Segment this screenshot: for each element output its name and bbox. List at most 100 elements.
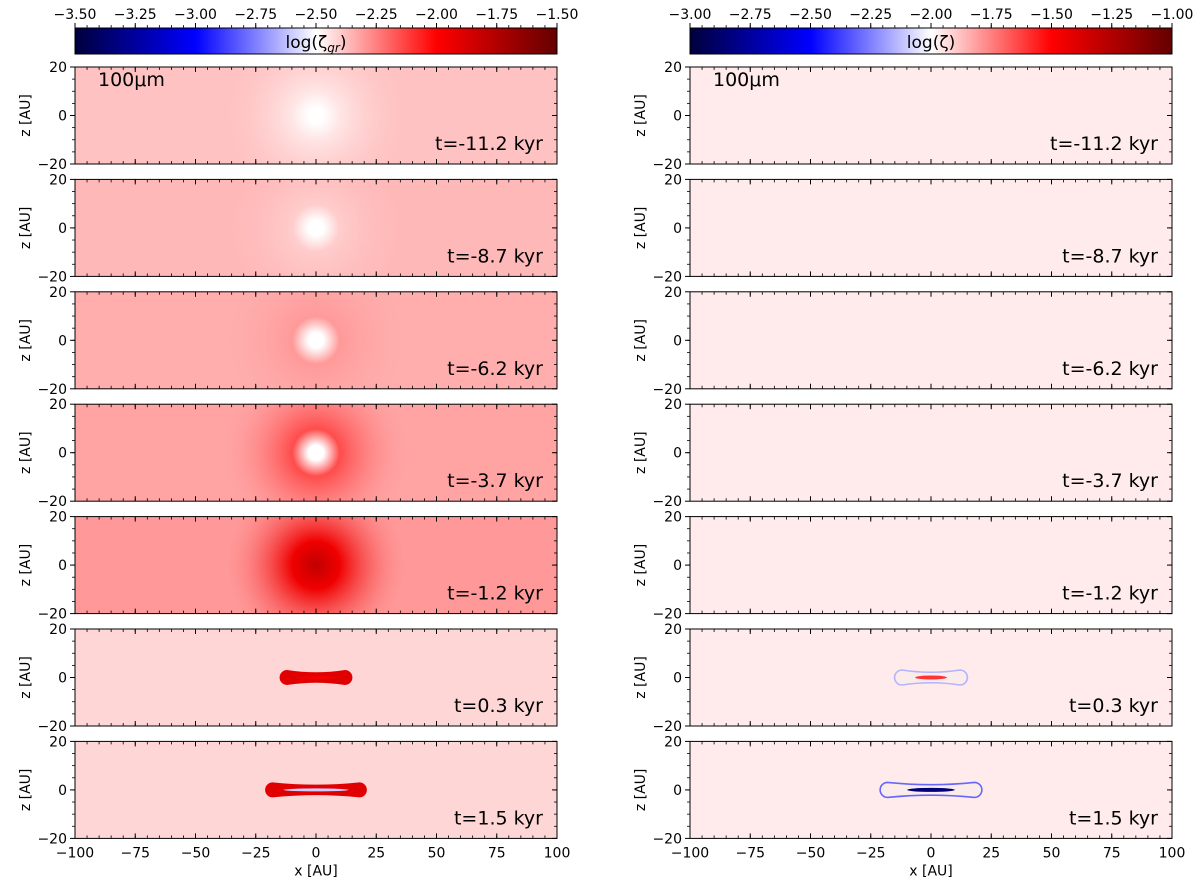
- colorbar-label: log(ζgr): [286, 33, 347, 55]
- heatmap-background: [690, 404, 1172, 502]
- y-tick-label: 0: [673, 783, 682, 799]
- panel-left: −3.50 −3.25 −3.00 −2.75 −2.50 −2.25 −2.00 −1.75…: [18, 7, 578, 879]
- y-tick-label: 0: [58, 671, 67, 687]
- grain-depletion-core: [221, 404, 411, 502]
- time-label: t=-3.7 kyr: [1062, 470, 1158, 492]
- y-tick-label: 20: [49, 60, 67, 76]
- time-label: t=-8.7 kyr: [1062, 245, 1158, 267]
- colorbar-tick-label: −3.25: [114, 7, 157, 23]
- colorbar-tick-label: −3.00: [669, 7, 712, 23]
- time-label: t=-11.2 kyr: [1050, 133, 1158, 155]
- x-tick-label: 50: [428, 845, 446, 861]
- colorbar-tick-label: −2.25: [355, 7, 398, 23]
- colorbar-tick-label: −2.75: [234, 7, 277, 23]
- time-label: t=0.3 kyr: [1069, 695, 1158, 717]
- y-axis-label: z [AU]: [18, 207, 34, 250]
- y-tick-label: −20: [652, 719, 682, 735]
- disk-midplane: [283, 788, 349, 792]
- y-tick-label: 20: [664, 397, 682, 413]
- time-label: t=-1.2 kyr: [447, 583, 543, 605]
- x-tick-label: −75: [735, 845, 765, 861]
- y-tick-label: 20: [664, 622, 682, 638]
- y-tick-label: −20: [652, 494, 682, 510]
- time-label: t=-8.7 kyr: [447, 245, 543, 267]
- grain-depletion-core: [221, 291, 411, 389]
- y-tick-label: −20: [652, 269, 682, 285]
- colorbar-tick-label: −1.75: [970, 7, 1013, 23]
- y-tick-label: −20: [37, 269, 67, 285]
- heatmap-background: [690, 516, 1172, 614]
- snapshot-right-4: 20 0 −20 z [AU] t=-1.2 kyr: [633, 510, 1173, 623]
- y-tick-label: 20: [49, 734, 67, 750]
- time-label: t=-6.2 kyr: [1062, 358, 1158, 380]
- y-tick-label: 20: [49, 285, 67, 301]
- snapshot-right-1: 20 0 −20 z [AU] t=-8.7 kyr: [633, 172, 1173, 285]
- y-tick-label: −20: [37, 831, 67, 847]
- x-tick-label: 100: [1159, 845, 1186, 861]
- y-axis-label: z [AU]: [18, 769, 34, 812]
- y-tick-label: 20: [49, 622, 67, 638]
- y-tick-label: 0: [58, 333, 67, 349]
- y-tick-label: 0: [58, 221, 67, 237]
- x-tick-label: −100: [671, 845, 709, 861]
- y-tick-label: −20: [652, 382, 682, 398]
- snapshot-left-4: 20 0 −20 z [AU] t=-1.2 kyr: [18, 510, 558, 623]
- x-tick-label: 25: [367, 845, 385, 861]
- colorbar-tick-label: −2.75: [729, 7, 772, 23]
- y-axis-label: z [AU]: [633, 769, 649, 812]
- snapshot-right-2: 20 0 −20 z [AU] t=-6.2 kyr: [633, 285, 1173, 398]
- time-label: t=-3.7 kyr: [447, 470, 543, 492]
- y-tick-label: −20: [37, 382, 67, 398]
- x-tick-label: −50: [796, 845, 826, 861]
- snapshot-left-6: 20 0 −20 z [AU] t=1.5 kyr −100 −75 −50 −25 0 25 50 7…: [18, 734, 570, 879]
- disk-midplane: [915, 675, 947, 680]
- y-axis-label: z [AU]: [633, 544, 649, 587]
- snapshot-right-0: 20 0 −20 z [AU] t=-11.2 kyr 100μm: [633, 60, 1173, 173]
- grain-enhancement-core: [221, 516, 411, 614]
- y-axis-label: z [AU]: [18, 656, 34, 699]
- heatmap-background: [690, 291, 1172, 389]
- y-axis-label: z [AU]: [18, 431, 34, 474]
- y-tick-label: 0: [673, 671, 682, 687]
- disk-midplane: [294, 676, 338, 679]
- grain-size-label: 100μm: [713, 69, 780, 91]
- time-label: t=1.5 kyr: [1069, 807, 1158, 829]
- snapshot-right-6: 20 0 −20 z [AU] t=1.5 kyr −100 −75 −50 −25 0 25 50 7…: [633, 734, 1185, 879]
- colorbar-tick-label: −2.25: [849, 7, 892, 23]
- time-label: t=0.3 kyr: [454, 695, 543, 717]
- x-tick-label: −100: [56, 845, 94, 861]
- y-axis-label: z [AU]: [18, 94, 34, 137]
- colorbar-right: [689, 27, 1173, 55]
- x-tick-label: 0: [927, 845, 936, 861]
- grain-size-label: 100μm: [98, 69, 165, 91]
- snapshot-right-3: 20 0 −20 z [AU] t=-3.7 kyr: [633, 397, 1173, 510]
- time-label: t=1.5 kyr: [454, 807, 543, 829]
- colorbar-label: log(ζ): [907, 33, 955, 53]
- y-tick-label: −20: [37, 157, 67, 173]
- x-tick-label: 50: [1043, 845, 1061, 861]
- y-tick-label: −20: [652, 831, 682, 847]
- y-axis-label: z [AU]: [633, 94, 649, 137]
- x-tick-label: −50: [181, 845, 211, 861]
- colorbar-tick-label: −1.00: [1151, 7, 1194, 23]
- snapshot-right-5: 20 0 −20 z [AU] t=0.3 kyr: [633, 622, 1173, 735]
- x-tick-label: −25: [241, 845, 271, 861]
- y-tick-label: 20: [664, 60, 682, 76]
- colorbar-tick-label: −1.50: [536, 7, 579, 23]
- x-tick-label: 75: [488, 845, 506, 861]
- snapshot-left-2: 20 0 −20 z [AU] t=-6.2 kyr: [18, 285, 558, 398]
- y-tick-label: 20: [664, 510, 682, 526]
- colorbar-tick-label: −2.00: [910, 7, 953, 23]
- grain-depletion-core: [221, 67, 411, 164]
- grain-depletion-core: [221, 179, 411, 277]
- y-tick-label: 0: [58, 783, 67, 799]
- disk-midplane: [907, 787, 955, 792]
- colorbar-tick-label: −3.50: [54, 7, 97, 23]
- y-tick-label: 20: [664, 172, 682, 188]
- y-tick-label: 20: [664, 734, 682, 750]
- y-tick-label: −20: [652, 157, 682, 173]
- y-tick-label: −20: [37, 719, 67, 735]
- y-tick-label: 0: [673, 221, 682, 237]
- x-tick-label: 75: [1103, 845, 1121, 861]
